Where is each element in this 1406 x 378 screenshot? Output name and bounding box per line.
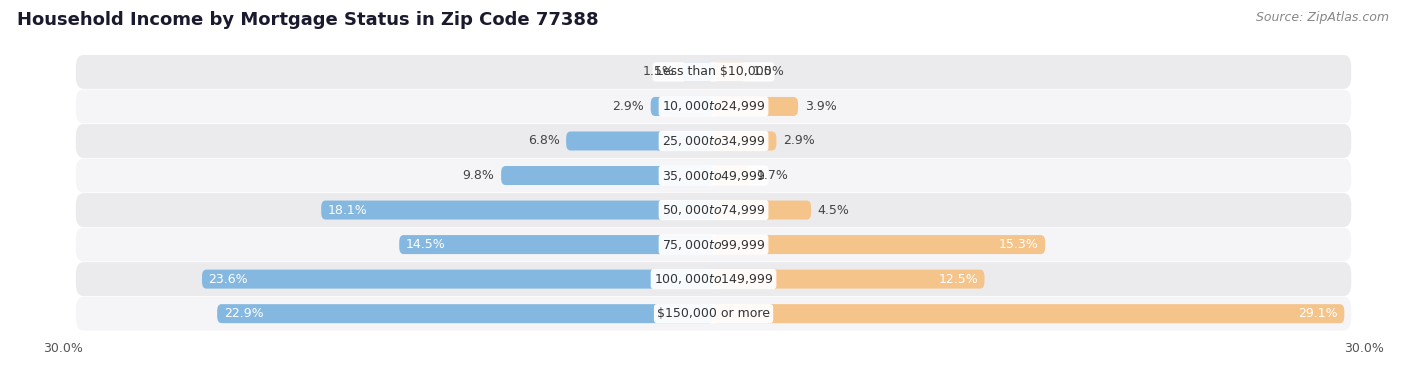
Text: 4.5%: 4.5% <box>818 203 849 217</box>
Text: 14.5%: 14.5% <box>406 238 446 251</box>
FancyBboxPatch shape <box>651 97 713 116</box>
FancyBboxPatch shape <box>321 201 713 220</box>
FancyBboxPatch shape <box>713 132 776 150</box>
Text: 12.5%: 12.5% <box>938 273 979 286</box>
Text: $10,000 to $24,999: $10,000 to $24,999 <box>662 99 765 113</box>
FancyBboxPatch shape <box>76 297 1351 331</box>
FancyBboxPatch shape <box>713 304 1344 323</box>
FancyBboxPatch shape <box>713 166 751 185</box>
Text: 23.6%: 23.6% <box>208 273 247 286</box>
FancyBboxPatch shape <box>202 270 713 289</box>
Text: 2.9%: 2.9% <box>613 100 644 113</box>
Text: $35,000 to $49,999: $35,000 to $49,999 <box>662 169 765 183</box>
Text: 29.1%: 29.1% <box>1298 307 1339 320</box>
Text: $50,000 to $74,999: $50,000 to $74,999 <box>662 203 765 217</box>
Text: 1.7%: 1.7% <box>756 169 789 182</box>
FancyBboxPatch shape <box>501 166 713 185</box>
FancyBboxPatch shape <box>399 235 713 254</box>
FancyBboxPatch shape <box>713 235 1045 254</box>
FancyBboxPatch shape <box>76 193 1351 227</box>
FancyBboxPatch shape <box>217 304 713 323</box>
Text: 18.1%: 18.1% <box>328 203 367 217</box>
Text: Household Income by Mortgage Status in Zip Code 77388: Household Income by Mortgage Status in Z… <box>17 11 599 29</box>
FancyBboxPatch shape <box>76 55 1351 89</box>
Text: 9.8%: 9.8% <box>463 169 495 182</box>
Text: Less than $10,000: Less than $10,000 <box>655 65 772 78</box>
FancyBboxPatch shape <box>76 159 1351 192</box>
FancyBboxPatch shape <box>713 62 747 81</box>
Text: 1.5%: 1.5% <box>752 65 785 78</box>
FancyBboxPatch shape <box>76 228 1351 262</box>
Text: 6.8%: 6.8% <box>527 135 560 147</box>
Text: 2.9%: 2.9% <box>783 135 814 147</box>
Text: 15.3%: 15.3% <box>998 238 1039 251</box>
FancyBboxPatch shape <box>681 62 713 81</box>
Text: $25,000 to $34,999: $25,000 to $34,999 <box>662 134 765 148</box>
FancyBboxPatch shape <box>713 201 811 220</box>
FancyBboxPatch shape <box>76 262 1351 296</box>
Text: $75,000 to $99,999: $75,000 to $99,999 <box>662 238 765 252</box>
FancyBboxPatch shape <box>567 132 713 150</box>
FancyBboxPatch shape <box>713 270 984 289</box>
Text: $150,000 or more: $150,000 or more <box>657 307 770 320</box>
Text: $100,000 to $149,999: $100,000 to $149,999 <box>654 272 773 286</box>
FancyBboxPatch shape <box>713 97 799 116</box>
Text: 1.5%: 1.5% <box>643 65 675 78</box>
FancyBboxPatch shape <box>76 124 1351 158</box>
Text: Source: ZipAtlas.com: Source: ZipAtlas.com <box>1256 11 1389 24</box>
Text: 3.9%: 3.9% <box>804 100 837 113</box>
Text: 22.9%: 22.9% <box>224 307 263 320</box>
FancyBboxPatch shape <box>76 90 1351 123</box>
